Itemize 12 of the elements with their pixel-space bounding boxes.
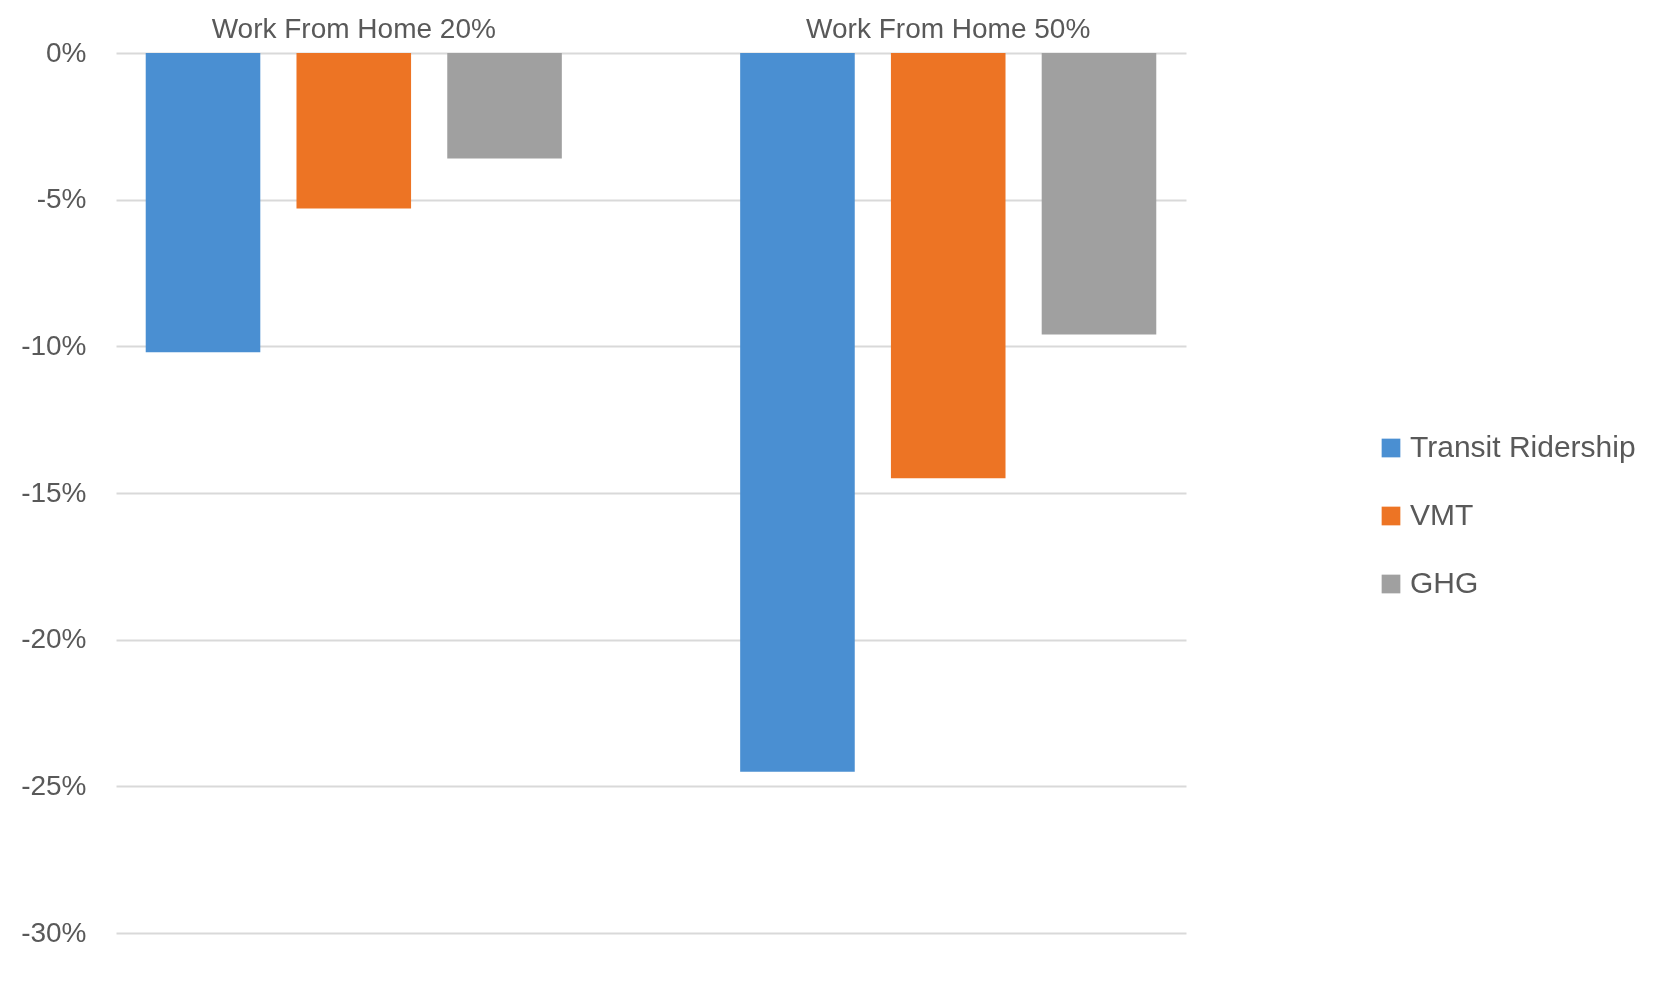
y-tick-label: -15% [21, 476, 87, 508]
y-tick-label: 0% [46, 36, 87, 68]
x-tick-label: Work From Home 50% [806, 12, 1091, 44]
y-tick-label: -25% [21, 769, 87, 801]
legend-label: Transit Ridership [1410, 430, 1636, 463]
y-tick-label: -30% [21, 916, 87, 948]
y-tick-label: -5% [36, 183, 87, 215]
y-tick-label: -10% [21, 329, 87, 361]
legend-label: GHG [1410, 566, 1479, 599]
y-tick-label: -20% [21, 623, 87, 655]
legend-label: VMT [1410, 498, 1474, 531]
x-tick-label: Work From Home 20% [211, 12, 496, 44]
